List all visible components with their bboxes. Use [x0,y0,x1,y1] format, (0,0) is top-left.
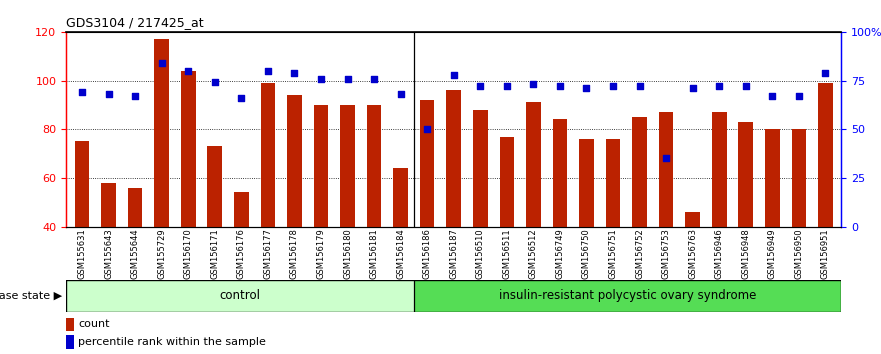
Text: GSM155644: GSM155644 [130,228,139,279]
Bar [128,188,143,227]
Bar [818,83,833,227]
Text: GSM156512: GSM156512 [529,228,538,279]
Bar [413,280,841,312]
Point [500,84,514,89]
Text: GSM156180: GSM156180 [343,228,352,279]
Text: GSM156170: GSM156170 [184,228,193,279]
Point [314,76,328,81]
Point [659,156,673,161]
Bar [181,71,196,227]
Bar [579,139,594,227]
Point [685,85,700,91]
Point [739,84,753,89]
Point [101,91,115,97]
Bar [447,90,461,227]
Bar [66,335,74,349]
Text: insulin-resistant polycystic ovary syndrome: insulin-resistant polycystic ovary syndr… [499,289,756,302]
Text: GSM156181: GSM156181 [369,228,379,279]
Point [340,76,354,81]
Bar [287,95,301,227]
Bar [500,137,515,227]
Point [367,76,381,81]
Text: GSM156752: GSM156752 [635,228,644,279]
Text: GSM156186: GSM156186 [423,228,432,279]
Point [818,70,833,76]
Bar [101,183,116,227]
Text: control: control [219,289,261,302]
Text: GSM156187: GSM156187 [449,228,458,279]
Point [712,84,726,89]
Text: GSM156948: GSM156948 [741,228,751,279]
Text: GSM156176: GSM156176 [237,228,246,279]
Text: GSM156751: GSM156751 [609,228,618,279]
Point [420,126,434,132]
Bar [526,102,541,227]
Point [553,84,567,89]
Bar [366,105,381,227]
Text: GSM156946: GSM156946 [714,228,723,279]
Bar [314,105,329,227]
Bar [154,39,169,227]
Point [208,80,222,85]
Text: GSM156753: GSM156753 [662,228,670,279]
Bar [393,168,408,227]
Point [792,93,806,99]
Point [181,68,196,74]
Text: count: count [78,319,110,329]
Point [287,70,301,76]
Bar [473,110,487,227]
Text: GSM156750: GSM156750 [582,228,591,279]
Bar [606,139,620,227]
Text: GSM156763: GSM156763 [688,228,697,279]
Bar [207,146,222,227]
Bar [340,105,355,227]
Text: GSM156951: GSM156951 [821,228,830,279]
Bar [791,129,806,227]
Point [261,68,275,74]
Text: GDS3104 / 217425_at: GDS3104 / 217425_at [66,16,204,29]
Text: percentile rank within the sample: percentile rank within the sample [78,337,266,347]
Point [766,93,780,99]
Bar [261,83,275,227]
Point [154,60,168,66]
Text: GSM156177: GSM156177 [263,228,272,279]
Text: GSM156184: GSM156184 [396,228,405,279]
Text: GSM156179: GSM156179 [316,228,325,279]
Bar [552,120,567,227]
Bar [738,122,753,227]
Point [75,89,89,95]
Bar [66,318,74,331]
Text: GSM156171: GSM156171 [211,228,219,279]
Text: GSM155643: GSM155643 [104,228,113,279]
Bar [659,112,673,227]
Point [447,72,461,78]
Text: GSM155631: GSM155631 [78,228,86,279]
Bar [66,280,413,312]
Point [394,91,408,97]
Point [633,84,647,89]
Text: GSM156510: GSM156510 [476,228,485,279]
Point [234,95,248,101]
Bar [234,193,248,227]
Bar [75,141,89,227]
Point [526,81,540,87]
Text: GSM156949: GSM156949 [768,228,777,279]
Bar [633,117,647,227]
Bar [712,112,727,227]
Text: GSM156749: GSM156749 [555,228,565,279]
Text: GSM156511: GSM156511 [502,228,511,279]
Point [606,84,620,89]
Text: GSM155729: GSM155729 [157,228,167,279]
Point [473,84,487,89]
Text: disease state ▶: disease state ▶ [0,291,62,301]
Bar [420,100,434,227]
Text: GSM156950: GSM156950 [795,228,803,279]
Point [128,93,142,99]
Point [580,85,594,91]
Text: GSM156178: GSM156178 [290,228,299,279]
Bar [685,212,700,227]
Bar [765,129,780,227]
